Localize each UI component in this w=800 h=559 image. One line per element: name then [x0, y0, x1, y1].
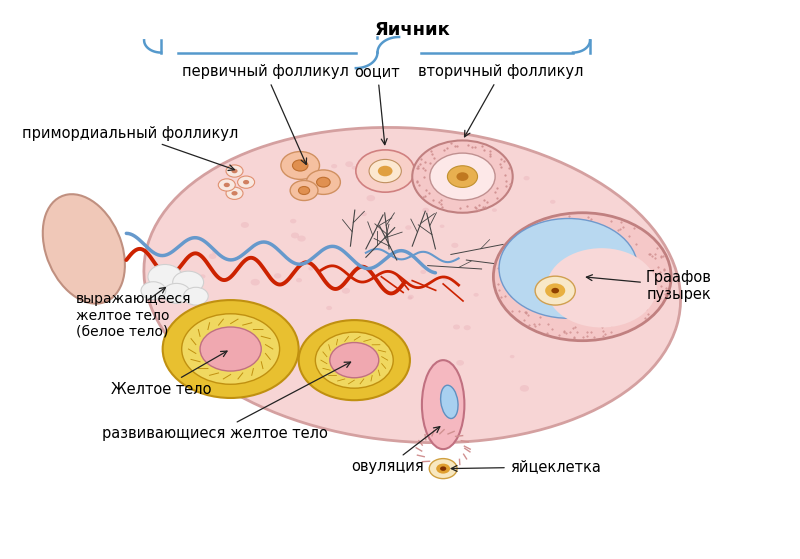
Circle shape	[520, 385, 529, 392]
Ellipse shape	[144, 127, 681, 443]
Circle shape	[430, 153, 495, 200]
Ellipse shape	[42, 194, 125, 304]
Circle shape	[361, 212, 366, 216]
Circle shape	[551, 288, 559, 293]
Circle shape	[162, 300, 298, 398]
Circle shape	[200, 274, 206, 278]
Circle shape	[224, 183, 230, 187]
Circle shape	[451, 243, 458, 248]
Circle shape	[378, 166, 393, 176]
Circle shape	[308, 267, 314, 271]
Circle shape	[489, 175, 498, 181]
Circle shape	[317, 177, 330, 187]
Circle shape	[420, 270, 426, 274]
Circle shape	[243, 180, 249, 184]
Circle shape	[293, 160, 308, 171]
Circle shape	[523, 176, 530, 181]
Text: Яичник: Яичник	[374, 21, 450, 39]
Circle shape	[250, 279, 260, 286]
Circle shape	[298, 235, 306, 241]
Circle shape	[307, 173, 313, 177]
Circle shape	[291, 233, 299, 238]
Text: развивающиеся желтое тело: развивающиеся желтое тело	[102, 362, 350, 441]
Text: Граафов
пузырек: Граафов пузырек	[586, 269, 712, 302]
Circle shape	[290, 219, 296, 224]
Circle shape	[550, 200, 555, 204]
Circle shape	[443, 277, 448, 281]
Circle shape	[298, 187, 310, 195]
Text: ооцит: ооцит	[354, 64, 400, 145]
Circle shape	[436, 463, 450, 473]
Circle shape	[438, 170, 443, 173]
Circle shape	[407, 296, 412, 300]
Text: примордиальный фолликул: примордиальный фолликул	[22, 126, 238, 170]
Circle shape	[200, 327, 262, 371]
Text: овуляция: овуляция	[351, 427, 440, 475]
Circle shape	[430, 458, 457, 479]
Ellipse shape	[422, 360, 465, 449]
Circle shape	[440, 225, 445, 228]
Circle shape	[422, 208, 430, 212]
Circle shape	[369, 159, 402, 183]
Ellipse shape	[441, 385, 458, 419]
Circle shape	[545, 283, 566, 298]
Circle shape	[218, 179, 235, 191]
Circle shape	[274, 273, 282, 278]
Circle shape	[331, 164, 338, 168]
Circle shape	[546, 248, 657, 328]
Circle shape	[474, 293, 478, 297]
Circle shape	[182, 314, 280, 384]
Circle shape	[315, 332, 394, 388]
Circle shape	[241, 222, 249, 228]
Circle shape	[346, 162, 354, 167]
Circle shape	[464, 325, 470, 330]
Circle shape	[447, 166, 478, 187]
Circle shape	[457, 172, 469, 181]
Circle shape	[226, 187, 243, 200]
Circle shape	[494, 213, 671, 340]
Circle shape	[438, 366, 444, 369]
Circle shape	[330, 343, 378, 378]
Circle shape	[499, 219, 638, 318]
Text: Желтое тело: Желтое тело	[111, 351, 227, 396]
Circle shape	[290, 181, 318, 201]
Circle shape	[238, 176, 254, 188]
Circle shape	[141, 282, 166, 300]
Text: первичный фолликул: первичный фолликул	[182, 64, 349, 164]
Circle shape	[366, 195, 375, 201]
Circle shape	[405, 225, 411, 230]
Circle shape	[162, 283, 190, 304]
Circle shape	[440, 466, 446, 471]
Circle shape	[209, 253, 217, 259]
Circle shape	[183, 287, 208, 305]
Circle shape	[356, 150, 414, 192]
Circle shape	[306, 170, 340, 195]
Circle shape	[173, 271, 204, 293]
Circle shape	[453, 324, 460, 329]
Circle shape	[281, 151, 319, 179]
Text: яйцеклетка: яйцеклетка	[451, 459, 601, 475]
Circle shape	[408, 295, 414, 299]
Circle shape	[231, 191, 238, 196]
Circle shape	[231, 169, 238, 173]
Circle shape	[212, 250, 218, 254]
Circle shape	[342, 288, 350, 293]
Circle shape	[456, 360, 464, 366]
Circle shape	[148, 264, 182, 289]
Circle shape	[412, 140, 513, 213]
Circle shape	[326, 306, 332, 310]
Circle shape	[443, 369, 450, 374]
Text: выражающееся
желтое тело
(белое тело): выражающееся желтое тело (белое тело)	[76, 292, 192, 339]
Circle shape	[535, 276, 575, 305]
Circle shape	[510, 355, 514, 358]
Text: вторичный фолликул: вторичный фолликул	[418, 64, 584, 137]
Circle shape	[195, 274, 202, 279]
Circle shape	[226, 165, 243, 177]
Circle shape	[352, 166, 357, 169]
Circle shape	[492, 209, 497, 212]
Circle shape	[296, 278, 302, 282]
Circle shape	[298, 320, 410, 400]
